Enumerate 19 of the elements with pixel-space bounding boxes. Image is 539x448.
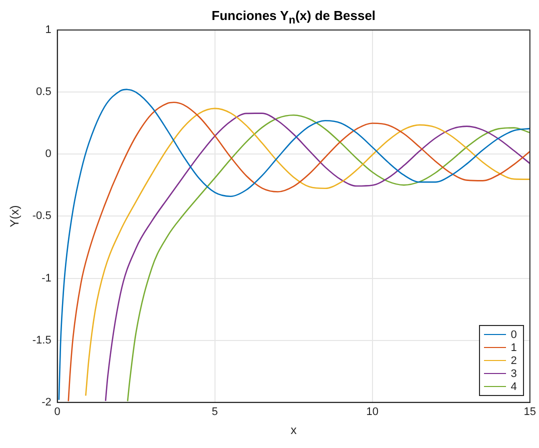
x-tick-label: 10: [366, 406, 378, 418]
y-tick-label: -1.5: [32, 334, 52, 346]
legend-label: 2: [510, 354, 517, 367]
y-tick-label: -0.5: [32, 210, 52, 222]
x-tick-label: 5: [212, 406, 218, 418]
y-tick-label: 1: [45, 24, 52, 36]
legend-label: 3: [510, 368, 517, 380]
y-tick-label: 0: [45, 148, 52, 160]
x-tick-label: 0: [54, 406, 60, 418]
y-tick-label: -1: [42, 272, 52, 284]
legend-label: 0: [510, 328, 517, 341]
y-axis-title: Y(x): [8, 205, 22, 228]
chart-title: Funciones Y$_{n}$(x) de Bessel: [210, 8, 377, 27]
legend-label: 4: [510, 380, 517, 393]
legend-label: 1: [510, 342, 517, 354]
y-tick-label: 0.5: [36, 86, 52, 98]
y-tick-label: -2: [42, 396, 52, 408]
x-axis-title: x: [290, 423, 297, 438]
x-tick-label: 15: [524, 406, 536, 418]
